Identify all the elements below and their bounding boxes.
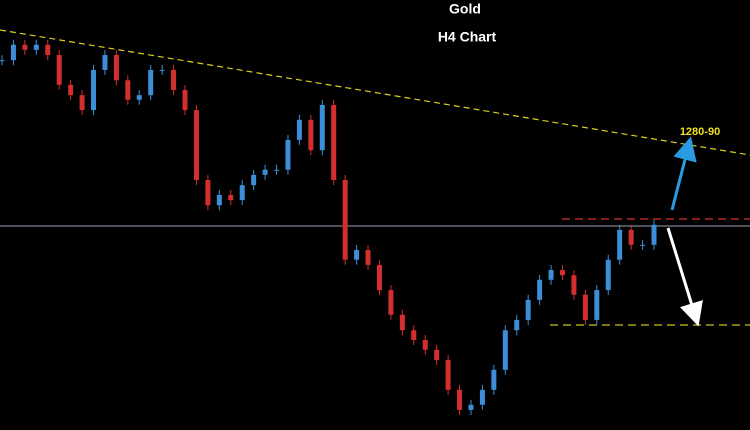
candle bbox=[319, 104, 325, 151]
candle bbox=[422, 339, 428, 350]
candle bbox=[411, 330, 417, 340]
candle bbox=[514, 319, 520, 331]
candle bbox=[262, 169, 268, 175]
candle bbox=[0, 60, 5, 62]
candle bbox=[274, 169, 280, 171]
candle bbox=[33, 44, 39, 50]
candle bbox=[548, 270, 554, 280]
candle bbox=[45, 44, 51, 56]
candle bbox=[171, 69, 177, 91]
candle bbox=[365, 249, 371, 265]
down-arrow bbox=[666, 227, 703, 327]
candle bbox=[468, 404, 474, 410]
candle bbox=[159, 69, 165, 71]
candle bbox=[10, 44, 16, 61]
candles bbox=[0, 39, 657, 415]
candle bbox=[399, 314, 405, 331]
candle bbox=[56, 55, 62, 85]
candle bbox=[308, 119, 314, 151]
candle bbox=[354, 249, 360, 260]
candle bbox=[502, 330, 508, 370]
up-arrow bbox=[670, 136, 697, 211]
candle bbox=[582, 294, 588, 320]
candle bbox=[571, 275, 577, 295]
candle bbox=[148, 69, 154, 96]
candle bbox=[594, 290, 600, 320]
candle bbox=[193, 110, 199, 181]
candle bbox=[113, 55, 119, 81]
candle bbox=[68, 84, 74, 96]
candle bbox=[251, 174, 257, 186]
candle bbox=[239, 185, 245, 201]
candle bbox=[605, 259, 611, 291]
candle bbox=[331, 104, 337, 181]
candle bbox=[376, 264, 382, 291]
candle bbox=[388, 290, 394, 315]
trend-line bbox=[0, 29, 750, 156]
candle bbox=[537, 279, 543, 300]
candle bbox=[491, 369, 497, 390]
chart-subtitle: H4 Chart bbox=[438, 29, 497, 45]
candle bbox=[91, 69, 97, 111]
candle bbox=[457, 389, 463, 410]
candle bbox=[125, 80, 131, 100]
candle bbox=[285, 139, 291, 170]
candle bbox=[22, 44, 28, 50]
candle bbox=[445, 360, 451, 390]
candle bbox=[102, 55, 108, 70]
candle bbox=[182, 90, 188, 111]
candle bbox=[216, 194, 222, 206]
candle bbox=[79, 95, 85, 111]
candle bbox=[342, 180, 348, 260]
candle bbox=[296, 119, 302, 140]
candle bbox=[479, 389, 485, 405]
candle bbox=[640, 244, 646, 246]
chart-title: Gold bbox=[449, 1, 481, 17]
candle bbox=[434, 349, 440, 361]
candle bbox=[205, 180, 211, 206]
candle bbox=[525, 299, 531, 320]
candle bbox=[136, 95, 142, 100]
candle bbox=[559, 270, 565, 276]
candle bbox=[228, 194, 234, 201]
candle bbox=[617, 229, 623, 260]
candle bbox=[651, 224, 657, 245]
candle bbox=[628, 229, 634, 245]
annotation: 1280-90 bbox=[680, 126, 720, 138]
